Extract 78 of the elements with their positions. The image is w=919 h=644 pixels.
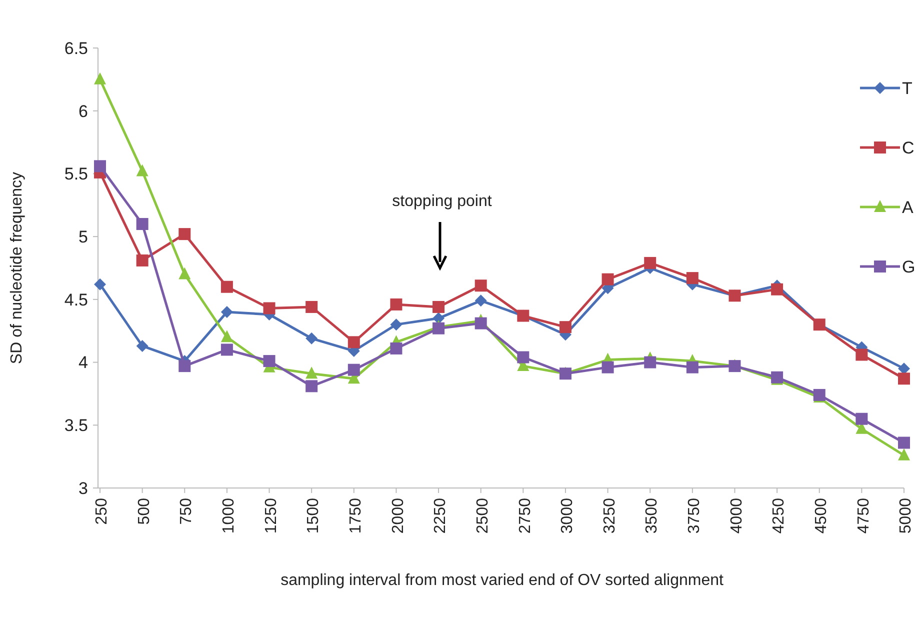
point <box>94 72 106 84</box>
annotation: stopping point <box>392 193 492 210</box>
y-tick-label: 3.5 <box>64 416 88 436</box>
x-tick-label: 750 <box>178 498 196 525</box>
point <box>220 330 233 342</box>
point <box>390 298 402 310</box>
point <box>432 300 445 313</box>
x-tick-label: 3000 <box>559 498 576 534</box>
x-tick-label: 2750 <box>516 498 534 534</box>
legend-label: A <box>902 198 914 217</box>
x-tick-label: 2000 <box>390 498 407 534</box>
point <box>306 366 318 379</box>
point <box>178 267 191 280</box>
x-tick-label: 2500 <box>474 498 492 534</box>
y-tick-label: 4 <box>78 353 88 372</box>
x-tick-label: 1750 <box>347 498 364 534</box>
point <box>644 356 656 368</box>
point <box>136 218 148 230</box>
y-tick-label: 5 <box>78 228 88 247</box>
point <box>136 164 148 176</box>
point <box>136 254 148 266</box>
x-tick-label: 1250 <box>262 498 280 534</box>
point <box>348 364 360 376</box>
point <box>220 306 233 318</box>
point <box>220 280 233 293</box>
point <box>517 351 530 364</box>
point <box>898 372 910 385</box>
y-tick-label: 6.5 <box>64 38 88 58</box>
legend-label: T <box>902 78 912 98</box>
x-tick-label: 4250 <box>770 498 788 534</box>
point <box>220 344 233 356</box>
y-tick-label: 5.5 <box>64 164 88 184</box>
point <box>898 448 910 460</box>
legend-label: G <box>902 257 916 276</box>
point <box>94 278 106 290</box>
point <box>178 360 191 372</box>
x-tick-label: 1500 <box>305 498 322 534</box>
point <box>306 332 318 344</box>
point <box>474 280 487 292</box>
point <box>263 355 276 368</box>
point <box>856 348 868 361</box>
y-tick-label: 3 <box>78 478 88 498</box>
y-axis-title: SD of nucleotide frequency <box>8 172 26 364</box>
point <box>136 340 148 352</box>
x-tick-label: 250 <box>94 498 111 525</box>
point <box>390 318 402 331</box>
point <box>306 300 318 313</box>
point <box>686 361 698 374</box>
x-tick-label: 3500 <box>644 498 661 534</box>
x-tick-label: 4000 <box>728 498 746 534</box>
point <box>263 302 276 314</box>
point <box>348 336 360 348</box>
y-tick-label: 4.5 <box>64 290 88 310</box>
x-tick-label: 2250 <box>432 498 450 534</box>
x-tick-label: 500 <box>136 498 153 525</box>
legend-label: C <box>902 138 914 158</box>
point <box>644 256 656 269</box>
point <box>602 273 614 286</box>
point <box>856 412 868 425</box>
x-tick-label: 4500 <box>812 498 830 534</box>
point <box>94 160 106 172</box>
point <box>898 436 910 449</box>
x-tick-label: 5000 <box>898 498 915 534</box>
point <box>306 380 318 392</box>
point <box>686 272 698 284</box>
point <box>559 321 572 334</box>
y-tick-label: 6 <box>78 102 88 121</box>
point <box>178 228 191 240</box>
point <box>602 361 614 374</box>
x-tick-label: 3250 <box>601 498 618 534</box>
point <box>474 317 487 330</box>
x-axis-title: sampling interval from most varied end of OV sorted alignment <box>280 572 724 589</box>
point <box>474 294 487 307</box>
point <box>390 342 402 354</box>
x-tick-label: 4750 <box>855 498 872 534</box>
x-tick-label: 3750 <box>686 498 704 534</box>
x-tick-label: 1000 <box>220 498 238 534</box>
point <box>771 283 784 296</box>
